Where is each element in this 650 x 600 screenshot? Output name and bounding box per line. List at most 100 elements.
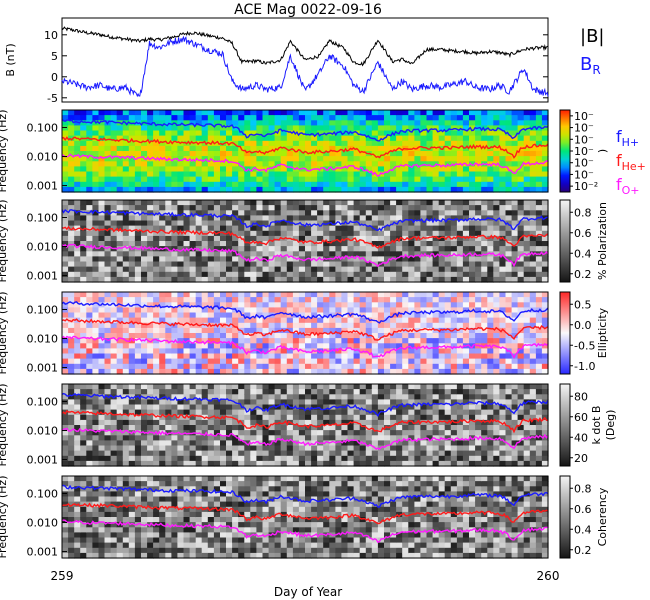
heatmap-cell: [481, 266, 488, 273]
heatmap-cell: [274, 135, 282, 142]
heatmap-cell: [183, 225, 191, 232]
heatmap-cell: [122, 135, 130, 142]
heatmap-cell: [499, 186, 507, 193]
heatmap-cell: [250, 140, 257, 147]
heatmap-cell: [347, 435, 355, 441]
heatmap-cell: [353, 368, 361, 375]
heatmap-cell: [86, 389, 93, 395]
heatmap-cell: [335, 419, 343, 426]
heatmap-cell: [74, 181, 81, 188]
heatmap-cell: [280, 312, 288, 319]
heatmap-cell: [511, 343, 519, 349]
heatmap-cell: [92, 343, 100, 349]
heatmap-cell: [244, 440, 251, 447]
heatmap-cell: [262, 297, 270, 303]
heatmap-cell: [183, 215, 191, 222]
heatmap-cell: [469, 261, 476, 268]
heatmap-cell: [414, 205, 422, 211]
heatmap-cell: [493, 120, 500, 126]
heatmap-cell: [110, 181, 118, 188]
heatmap-cell: [365, 171, 373, 178]
heatmap-cell: [286, 205, 294, 211]
heatmap-cell: [353, 225, 361, 232]
heatmap-cell: [68, 215, 75, 222]
heatmap-cell: [487, 110, 494, 116]
heatmap-cell: [195, 399, 203, 406]
heatmap-cell: [390, 409, 397, 416]
heatmap-cell: [86, 205, 93, 211]
heatmap-cell: [298, 186, 306, 193]
heatmap-cell: [201, 353, 209, 360]
heatmap-cell: [377, 130, 385, 137]
heatmap-cell: [244, 110, 251, 116]
heatmap-cell: [128, 343, 136, 349]
heatmap-cell: [408, 394, 415, 400]
heatmap-cell: [195, 115, 203, 121]
heatmap-cell: [365, 125, 373, 132]
heatmap-cell: [98, 307, 106, 314]
heatmap-cell: [213, 225, 221, 232]
heatmap-cell: [274, 445, 282, 452]
heatmap-cell: [159, 333, 166, 339]
heatmap-cell: [262, 430, 270, 436]
heatmap-cell: [177, 171, 185, 178]
heatmap-cell: [371, 256, 379, 263]
heatmap-cell: [438, 200, 446, 206]
heatmap-cell: [274, 394, 282, 400]
heatmap-cell: [499, 317, 507, 324]
heatmap-cell: [317, 327, 324, 334]
heatmap-cell: [420, 384, 428, 390]
heatmap-cell: [110, 312, 118, 319]
heatmap-cell: [110, 368, 118, 375]
heatmap-cell: [317, 292, 324, 298]
heatmap-cell: [141, 292, 148, 298]
heatmap-cell: [329, 389, 336, 395]
heatmap-cell: [207, 353, 215, 360]
heatmap-cell: [165, 181, 172, 188]
heatmap-cell: [134, 261, 142, 268]
heatmap-cell: [329, 425, 336, 431]
heatmap-cell: [86, 307, 93, 314]
heatmap-cell: [469, 297, 476, 303]
heatmap-cell: [116, 135, 124, 142]
heatmap-cell: [262, 384, 270, 390]
heatmap-cell: [68, 220, 75, 227]
heatmap-cell: [189, 251, 197, 257]
heatmap-cell: [493, 130, 500, 137]
heatmap-cell: [292, 276, 300, 283]
heatmap-cell: [353, 115, 361, 121]
heatmap-cell: [195, 348, 203, 355]
heatmap-cell: [396, 368, 403, 375]
heatmap-cell: [256, 297, 264, 303]
heatmap-cell: [475, 110, 482, 116]
heatmap-cell: [232, 271, 239, 278]
heatmap-cell: [183, 261, 191, 268]
heatmap-cell: [207, 205, 215, 211]
heatmap-cell: [232, 292, 239, 298]
heatmap-cell: [371, 125, 379, 132]
heatmap-cell: [92, 225, 100, 232]
heatmap-cell: [311, 292, 318, 298]
heatmap-cell: [469, 200, 476, 206]
heatmap-cell: [475, 292, 482, 298]
heatmap-cell: [426, 312, 434, 319]
heatmap-cell: [213, 419, 221, 426]
heatmap-cell: [262, 251, 270, 257]
heatmap-cell: [189, 151, 197, 157]
heatmap-cell: [171, 176, 179, 183]
heatmap-cell: [317, 460, 324, 467]
heatmap-cell: [213, 276, 221, 283]
heatmap-cell: [426, 210, 434, 216]
heatmap-cell: [232, 409, 239, 416]
heatmap-cell: [98, 312, 106, 319]
heatmap-cell: [341, 125, 349, 132]
heatmap-cell: [541, 225, 549, 232]
heatmap-cell: [341, 241, 349, 247]
heatmap-cell: [408, 205, 415, 211]
heatmap-cell: [396, 414, 403, 421]
heatmap-cell: [68, 327, 75, 334]
heatmap-cell: [110, 435, 118, 441]
heatmap-cell: [201, 302, 209, 308]
heatmap-cell: [74, 297, 81, 303]
heatmap-cell: [226, 455, 233, 462]
